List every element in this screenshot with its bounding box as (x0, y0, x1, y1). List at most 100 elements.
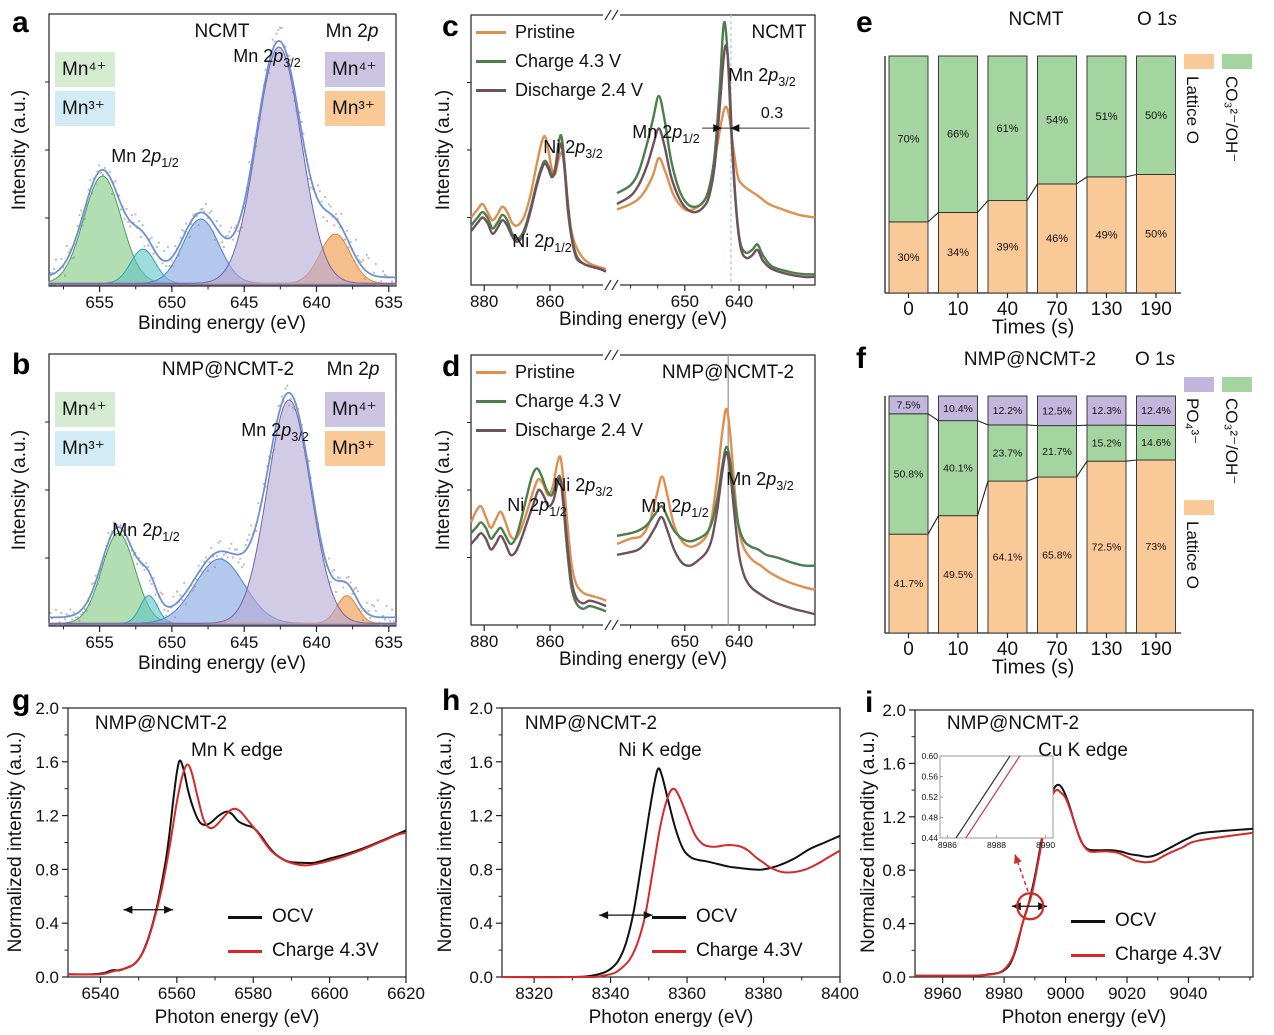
scatter-point (219, 224, 222, 227)
y-axis-label: Intensity (a.u.) (433, 429, 454, 551)
shift-value-label: 0.3 (760, 105, 784, 122)
legend-label: Charge 4.3V (696, 940, 803, 961)
scatter-point (306, 158, 309, 161)
scatter-point (309, 476, 312, 479)
edge-label: Mn K edge (191, 740, 283, 761)
scatter-point (112, 181, 115, 184)
charge-line-swatch (228, 949, 262, 953)
x-tick-label: 10 (947, 299, 968, 320)
scatter-point (78, 214, 81, 217)
legend-mn4-fit: Mn⁴⁺ (55, 392, 115, 427)
xas-legend: OCV Charge 4.3V (652, 900, 803, 968)
scatter-point (338, 226, 341, 229)
tick-label: 880 (470, 632, 498, 651)
bar-segment-PO₄³⁻ (888, 395, 929, 415)
scatter-point (324, 196, 327, 198)
bar-value-label: 15.2% (1092, 438, 1122, 450)
scatter-point (349, 581, 352, 584)
y-tick-label: 0.0 (35, 968, 59, 987)
panel-title: NMP@NCMT-2 (94, 713, 228, 734)
scatter-point (114, 179, 117, 182)
scatter-point (49, 612, 52, 614)
bar-value-label: 40.1% (943, 463, 973, 475)
panel-a: 655 650 645 640 635 a NCMT Mn 2p Intensity (… (0, 0, 420, 340)
scatter-point (242, 563, 245, 566)
scatter-point (125, 208, 128, 210)
scatter-point (335, 213, 337, 215)
scatter-point (130, 549, 133, 552)
scatter-point (309, 186, 312, 189)
scatter-point (315, 193, 318, 196)
scatter-point (67, 614, 70, 617)
series-Charge 4.3 V (616, 445, 816, 567)
scatter-point (266, 59, 269, 62)
panel-title: NCMT (1008, 9, 1064, 30)
carbonate-swatch (1222, 54, 1252, 69)
x-axis-label: Photon energy (eV) (1001, 1007, 1167, 1028)
scatter-point (299, 111, 301, 114)
x-tick-label: 190 (1140, 299, 1172, 320)
scatter-point (279, 26, 281, 29)
scatter-point (320, 547, 323, 549)
scatter-point (201, 208, 204, 210)
scatter-point (237, 561, 240, 564)
legend-item-charge: Charge 4.3 V (476, 47, 643, 76)
scatter-point (102, 562, 104, 565)
y-tick-label: 1.6 (35, 753, 59, 772)
scatter-point (53, 623, 56, 626)
scatter-point (103, 167, 106, 169)
scatter-point (353, 260, 356, 263)
scatter-point (116, 524, 119, 526)
chart-line (604, 279, 612, 291)
scatter-point (170, 606, 173, 609)
scatter-point (230, 542, 233, 545)
scatter-point (210, 210, 213, 213)
scatter-point (262, 84, 265, 87)
arrowhead (164, 905, 174, 914)
scatter-point (226, 234, 229, 237)
scatter-point (228, 230, 231, 233)
scatter-point (338, 577, 341, 580)
scatter-point (355, 238, 357, 241)
scatter-point (344, 238, 346, 241)
x-axis-label: Photon energy (eV) (588, 1007, 754, 1028)
inset-y-tick: 0.48 (921, 813, 938, 823)
discharge-line-swatch (476, 88, 506, 93)
scatter-point (165, 614, 168, 617)
x-axis-label: Times (s) (991, 656, 1075, 679)
scatter-point (320, 200, 323, 203)
peak-label-mn2p32: Mn 2p3/2 (233, 46, 301, 70)
scatter-point (356, 254, 359, 257)
series-Charge 4.3 V (470, 467, 607, 613)
discharge-line-swatch (476, 428, 506, 433)
scatter-point (143, 245, 146, 248)
scatter-point (374, 263, 377, 265)
scatter-point (215, 555, 218, 558)
scatter-point (197, 564, 200, 567)
scatter-point (195, 215, 198, 217)
scatter-point (116, 194, 119, 197)
panel-g-plot: 6540 6560 6580 6600 6620 0.0 0.4 0.8 1.2 1.6 2.0 (35, 699, 425, 1003)
scatter-point (387, 276, 390, 279)
scatter-point (87, 600, 90, 602)
bar-segment-CO₃²⁻/OH⁻ (1037, 425, 1077, 478)
tick-label: 9020 (1108, 984, 1146, 1003)
scatter-point (223, 553, 225, 556)
chart-line (611, 619, 619, 631)
legend-item-ocv: OCV (652, 900, 803, 934)
legend-item-discharge: Discharge 2.4 V (476, 76, 643, 105)
scatter-point (313, 188, 316, 191)
tick-label: 8960 (924, 984, 962, 1003)
scatter-point (224, 552, 227, 555)
scatter-point (136, 227, 139, 229)
scatter-point (336, 576, 339, 579)
panel-letter: e (856, 6, 873, 39)
scatter-point (150, 583, 153, 585)
scatter-point (167, 246, 169, 248)
bar-segment-CO₃²⁻/OH⁻ (888, 413, 929, 535)
state-legend: Pristine Charge 4.3 V Discharge 2.4 V (476, 358, 643, 445)
scatter-point (145, 249, 148, 252)
legend-mn4-area: Mn⁴⁺ (325, 52, 385, 87)
x-tick-label: 10 (947, 639, 968, 660)
bar-segment-Lattice O (1037, 183, 1077, 294)
